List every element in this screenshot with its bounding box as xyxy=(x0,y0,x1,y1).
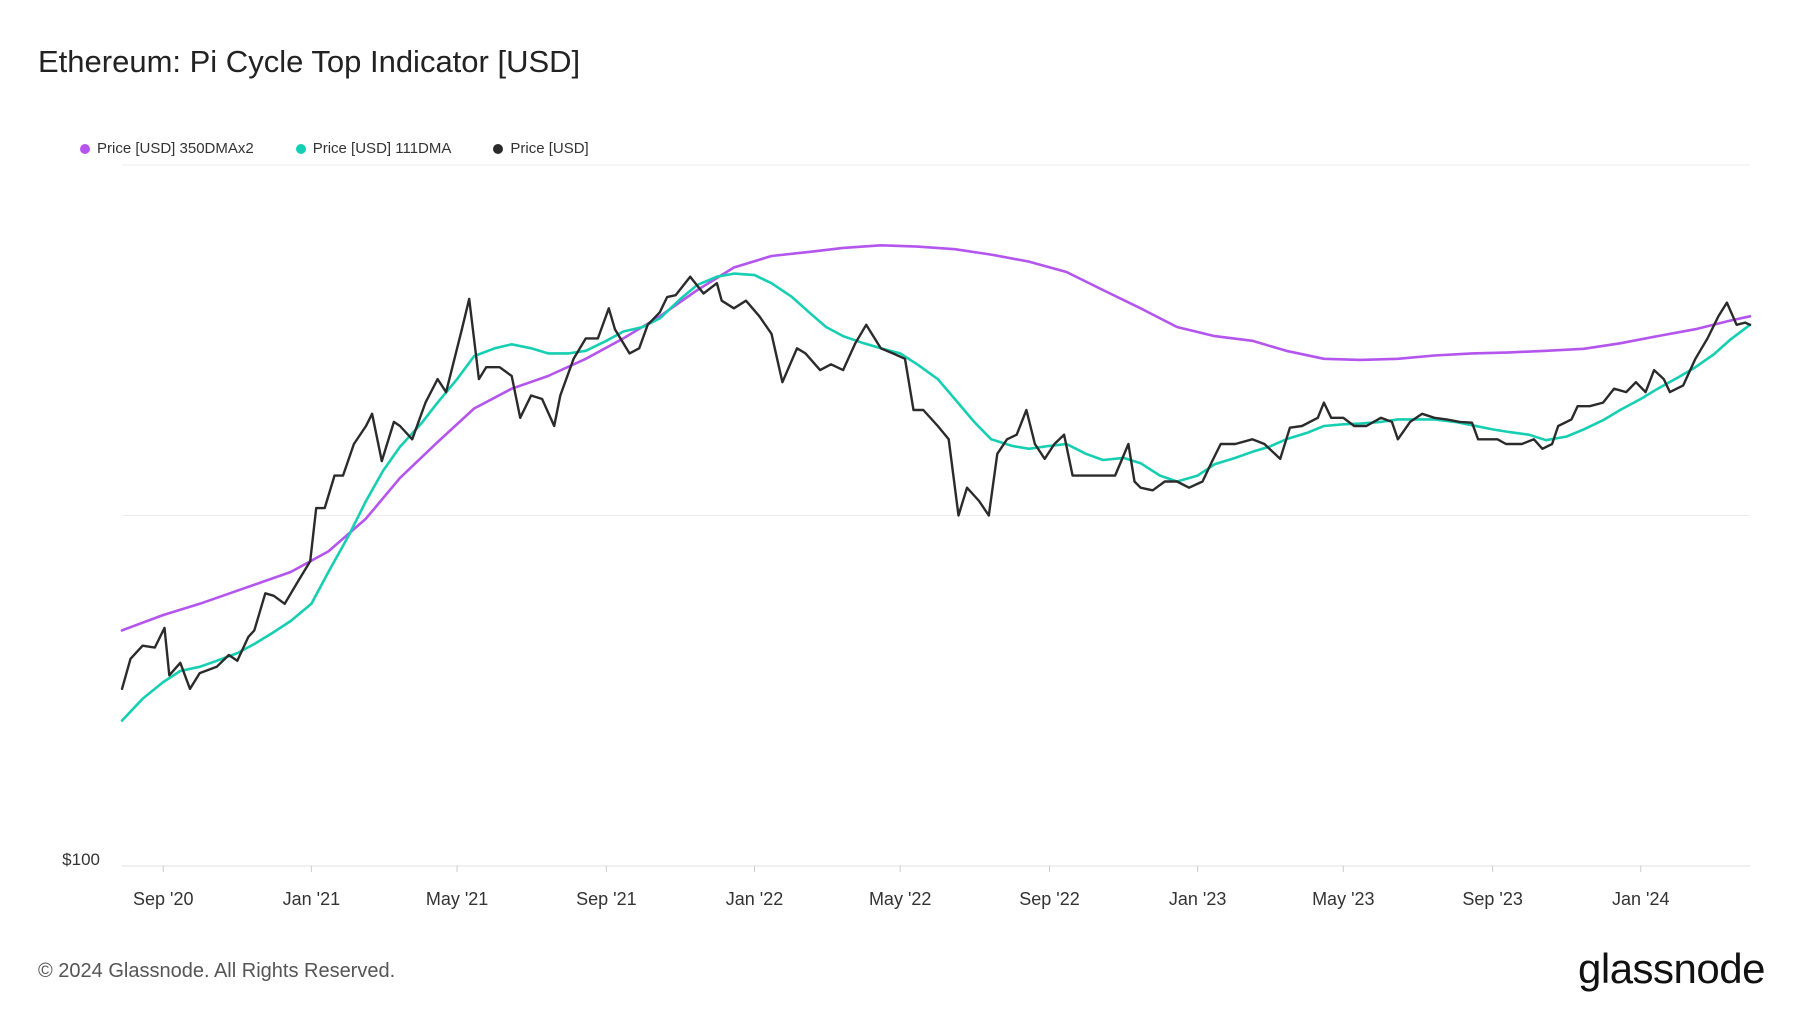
legend-label-111dma: Price [USD] 111DMA xyxy=(312,140,452,157)
chart-grid xyxy=(122,164,1750,867)
copyright-footer: © 2024 Glassnode. All Rights Reserved. xyxy=(38,960,396,982)
chart-axes: $100 Sep '20 Jan '21 May '21 Sep '21 Jan '22 M… xyxy=(62,850,1750,909)
legend-dot-price xyxy=(493,143,504,154)
glassnode-logo: glassnode xyxy=(1578,945,1765,992)
legend-item-111dma[interactable]: Price [USD] 111DMA xyxy=(295,140,452,157)
x-tick-label: May '21 xyxy=(426,889,488,909)
series-line-price[interactable] xyxy=(120,275,1752,691)
x-tick-label: May '23 xyxy=(1312,889,1374,909)
legend-item-350dmax2[interactable]: Price [USD] 350DMAx2 xyxy=(80,140,254,157)
series-line-111dma[interactable] xyxy=(120,272,1752,722)
x-tick-label: Jan '24 xyxy=(1612,889,1669,909)
x-tick-label: Sep '21 xyxy=(576,889,637,909)
chart-lines xyxy=(120,244,1752,722)
x-tick-label: Jan '22 xyxy=(726,889,783,909)
x-tick-label: May '22 xyxy=(869,889,931,909)
chart-legend: Price [USD] 350DMAx2 Price [USD] 111DMA … xyxy=(80,140,589,157)
x-tick-label: Sep '23 xyxy=(1462,889,1523,909)
legend-label-350dmax2: Price [USD] 350DMAx2 xyxy=(97,140,254,157)
legend-dot-111dma xyxy=(295,143,306,154)
x-tick-label: Sep '20 xyxy=(133,889,194,909)
legend-dot-350dmax2 xyxy=(80,143,90,154)
legend-item-price[interactable]: Price [USD] xyxy=(493,140,589,157)
x-tick-label: Jan '21 xyxy=(283,889,340,909)
x-tick-label: Jan '23 xyxy=(1169,889,1226,909)
x-tick-label: Sep '22 xyxy=(1019,889,1080,909)
chart-title: Ethereum: Pi Cycle Top Indicator [USD] xyxy=(38,44,581,79)
series-line-350dmax2[interactable] xyxy=(120,244,1752,632)
y-tick-label: $100 xyxy=(62,850,100,869)
legend-label-price: Price [USD] xyxy=(510,140,589,157)
